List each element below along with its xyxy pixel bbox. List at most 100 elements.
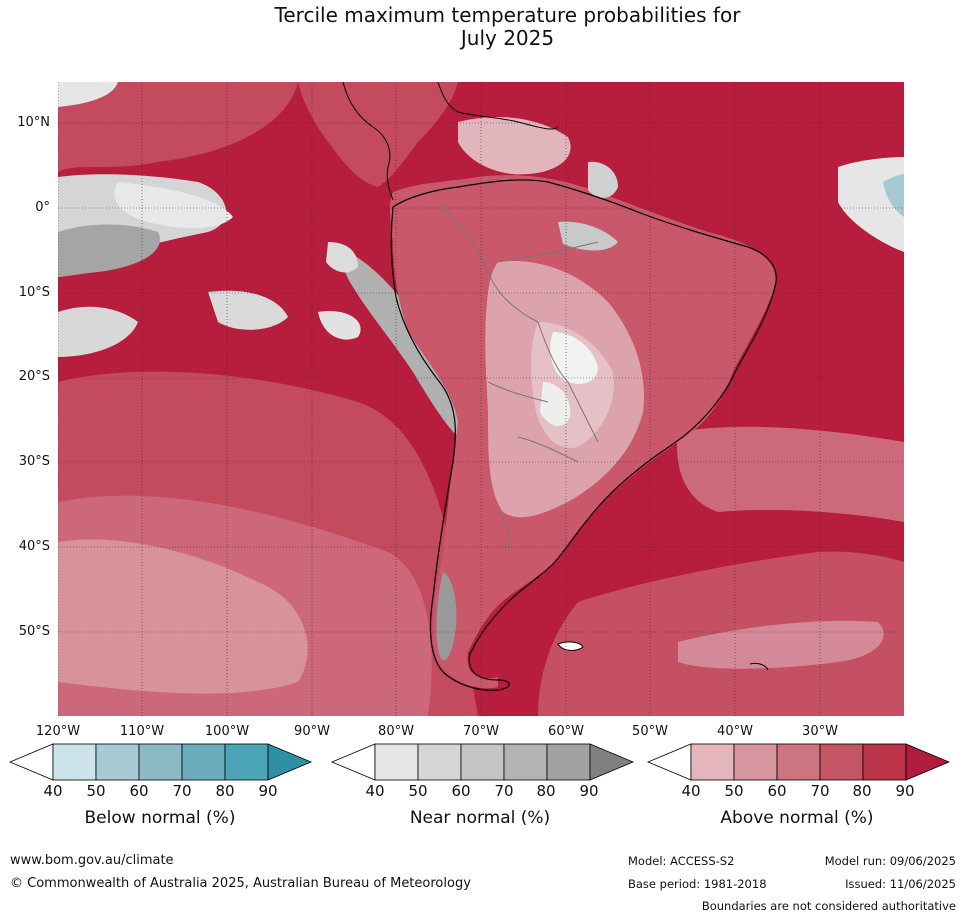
near-normal-eq-pacific-dark	[58, 224, 160, 277]
land-near-normal-center	[550, 332, 598, 384]
tick-near-70: 70	[494, 782, 514, 800]
colorbar-near-normal	[330, 743, 635, 781]
near-normal-eq-pacific-light	[114, 182, 233, 229]
colorbar-box	[546, 743, 591, 781]
tick-below-70: 70	[172, 782, 192, 800]
probability-map	[58, 82, 904, 716]
tick-near-50: 50	[408, 782, 428, 800]
lat-label-50s: 50°S	[18, 624, 50, 639]
patagonia-near-normal	[436, 572, 457, 661]
footer-base-period: Base period: 1981-2018	[628, 877, 767, 891]
tick-above-80: 80	[852, 782, 872, 800]
tick-above-40: 40	[681, 782, 701, 800]
land-northeast-gray	[558, 221, 618, 251]
near-normal-mid-patch-2	[318, 311, 361, 340]
colorbar-box	[733, 743, 778, 781]
title-line-1: Tercile maximum temperature probabilitie…	[274, 3, 741, 27]
colorbar-box	[503, 743, 548, 781]
lon-label-120w: 120°W	[35, 724, 81, 739]
near-normal-west-patch	[58, 306, 138, 357]
tick-near-80: 80	[536, 782, 556, 800]
pacific-lighter	[58, 539, 308, 694]
colorbar-box	[819, 743, 864, 781]
lat-label-10s: 10°S	[18, 285, 50, 300]
lon-label-70w: 70°W	[463, 724, 499, 739]
lon-label-100w: 100°W	[204, 724, 250, 739]
lon-label-30w: 30°W	[802, 724, 838, 739]
tick-near-60: 60	[451, 782, 471, 800]
colorbar-label-below: Below normal (%)	[84, 808, 236, 828]
land-north-light	[458, 117, 571, 175]
coastal-near-normal-light	[326, 242, 358, 273]
falklands	[557, 641, 584, 651]
colorbar-box	[95, 743, 140, 781]
footer-issued: Issued: 11/06/2025	[845, 877, 956, 891]
central-america	[298, 82, 458, 187]
tick-above-90: 90	[895, 782, 915, 800]
atlantic-east-mid	[677, 426, 904, 522]
atlantic-light-band	[678, 620, 884, 669]
footer-url: www.bom.gov.au/climate	[10, 853, 174, 868]
footer-copyright: © Commonwealth of Australia 2025, Austra…	[10, 876, 471, 891]
map-title: Tercile maximum temperature probabilitie…	[0, 4, 965, 50]
colorbar-box	[862, 743, 907, 781]
colorbar-label-near: Near normal (%)	[409, 808, 551, 828]
tick-above-70: 70	[810, 782, 830, 800]
country-borders	[437, 201, 599, 553]
central-america-coastline	[342, 82, 394, 201]
south-georgia	[749, 662, 769, 671]
colorbar-high-extension	[589, 743, 635, 781]
tick-below-50: 50	[86, 782, 106, 800]
footer-disclaimer: Boundaries are not considered authoritat…	[701, 899, 956, 913]
lon-label-90w: 90°W	[294, 724, 330, 739]
lat-label-0: 0°	[35, 200, 50, 215]
colorbar-box	[138, 743, 183, 781]
south-america-coastline	[390, 179, 777, 691]
pacific-band-north	[58, 82, 298, 172]
colorbar-box	[374, 743, 419, 781]
lat-label-10n: 10°N	[17, 115, 50, 130]
lat-label-40s: 40°S	[18, 539, 50, 554]
tick-below-40: 40	[43, 782, 63, 800]
colorbar-high-extension	[267, 743, 313, 781]
tick-above-60: 60	[767, 782, 787, 800]
coastal-near-normal	[343, 252, 464, 437]
colorbar-above-normal	[646, 743, 951, 781]
colorbar-low-extension	[330, 743, 376, 781]
lon-label-50w: 50°W	[632, 724, 668, 739]
atlantic-below-normal	[883, 174, 904, 217]
colorbar-ticks: 40 50 60 70 80 90 40 50 60 70 80 90 40 5…	[0, 782, 965, 802]
footer-model-run: Model run: 09/06/2025	[824, 854, 956, 868]
colorbar-low-extension	[646, 743, 692, 781]
lon-label-40w: 40°W	[717, 724, 753, 739]
colorbar-box	[776, 743, 821, 781]
tick-below-80: 80	[215, 782, 235, 800]
colorbars	[8, 743, 951, 781]
tick-above-50: 50	[724, 782, 744, 800]
tick-near-40: 40	[365, 782, 385, 800]
lat-label-30s: 30°S	[18, 454, 50, 469]
colorbar-box	[417, 743, 462, 781]
colorbar-box	[224, 743, 269, 781]
colorbar-low-extension	[8, 743, 54, 781]
footer-model: Model: ACCESS-S2	[628, 854, 735, 868]
colorbar-below-normal	[8, 743, 313, 781]
colorbar-box	[181, 743, 226, 781]
near-normal-mid-patch	[208, 290, 288, 330]
lon-label-110w: 110°W	[119, 724, 165, 739]
colorbar-box	[52, 743, 97, 781]
colorbar-label-above: Above normal (%)	[720, 808, 874, 828]
near-normal-north-strip	[58, 82, 118, 107]
colorbar-box	[460, 743, 505, 781]
graticule	[58, 82, 904, 716]
tick-near-90: 90	[579, 782, 599, 800]
tick-below-90: 90	[258, 782, 278, 800]
lon-label-60w: 60°W	[548, 724, 584, 739]
colorbar-high-extension	[905, 743, 951, 781]
title-line-2: July 2025	[460, 26, 555, 50]
lon-label-80w: 80°W	[378, 724, 414, 739]
land-near-normal-center-2	[540, 382, 571, 427]
lat-label-20s: 20°S	[18, 369, 50, 384]
caribbean-coastline	[437, 82, 559, 130]
land-north-gray	[588, 161, 618, 198]
